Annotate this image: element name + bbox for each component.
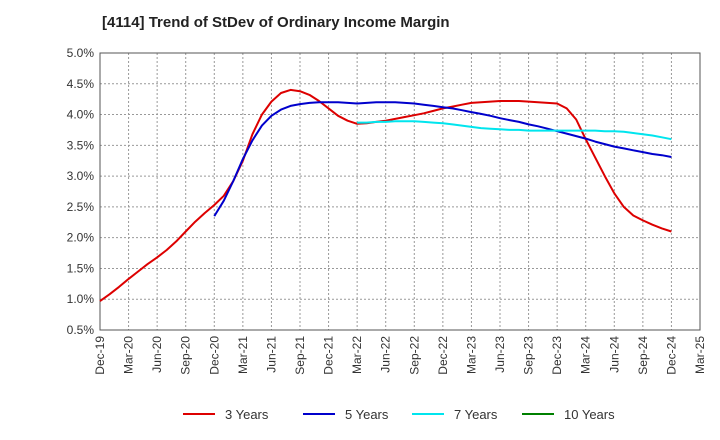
x-tick-label: Dec-21	[322, 336, 336, 375]
y-tick-label: 0.5%	[67, 323, 95, 337]
x-tick-label: Dec-23	[550, 336, 564, 375]
legend-label: 5 Years	[345, 407, 389, 422]
x-axis-ticks: Dec-19 Mar-20 Jun-20 Sep-20 Dec-20 Mar-21 Jun-…	[93, 336, 707, 375]
x-tick-label: Sep-22	[407, 336, 421, 375]
x-tick-label: Mar-22	[350, 336, 364, 374]
x-tick-label: Dec-19	[93, 336, 107, 375]
x-tick-label: Jun-23	[493, 336, 507, 373]
y-tick-label: 3.5%	[67, 138, 95, 152]
y-tick-label: 3.0%	[67, 169, 95, 183]
y-tick-label: 4.5%	[67, 77, 95, 91]
y-tick-label: 1.0%	[67, 292, 95, 306]
series-lines	[99, 88, 672, 302]
x-tick-label: Jun-24	[607, 336, 621, 373]
x-tick-label: Jun-21	[264, 336, 278, 373]
plot-frame	[99, 52, 701, 331]
x-tick-label: Sep-20	[179, 336, 193, 375]
x-tick-label: Sep-21	[293, 336, 307, 375]
legend-label: 3 Years	[225, 407, 269, 422]
series-line-1	[99, 88, 672, 302]
x-tick-label: Mar-21	[236, 336, 250, 374]
x-tick-label: Mar-23	[464, 336, 478, 374]
legend: 3 Years 5 Years 7 Years 10 Years	[183, 407, 615, 422]
legend-label: 10 Years	[564, 407, 615, 422]
x-tick-label: Mar-25	[693, 336, 707, 374]
y-axis-ticks: 0.5% 1.0% 1.5% 2.0% 2.5% 3.0% 3.5% 4.0% 4.5% 5.0%	[67, 46, 95, 337]
plot-background	[100, 53, 700, 330]
y-tick-label: 2.0%	[67, 231, 95, 245]
y-tick-label: 4.0%	[67, 108, 95, 122]
x-tick-label: Dec-22	[436, 336, 450, 375]
series-line-3	[357, 120, 672, 141]
x-tick-label: Dec-24	[664, 336, 678, 375]
y-tick-label: 1.5%	[67, 261, 95, 275]
series-line-2	[213, 101, 672, 217]
chart-title: [4114] Trend of StDev of Ordinary Income…	[102, 14, 450, 31]
legend-label: 7 Years	[454, 407, 498, 422]
y-tick-label: 5.0%	[67, 46, 95, 60]
x-tick-label: Dec-20	[207, 336, 221, 375]
x-tick-label: Mar-24	[579, 336, 593, 374]
x-tick-label: Jun-22	[379, 336, 393, 373]
x-tick-label: Jun-20	[150, 336, 164, 373]
y-tick-label: 2.5%	[67, 200, 95, 214]
x-tick-label: Sep-23	[522, 336, 536, 375]
x-tick-label: Mar-20	[122, 336, 136, 374]
x-tick-label: Sep-24	[636, 336, 650, 375]
